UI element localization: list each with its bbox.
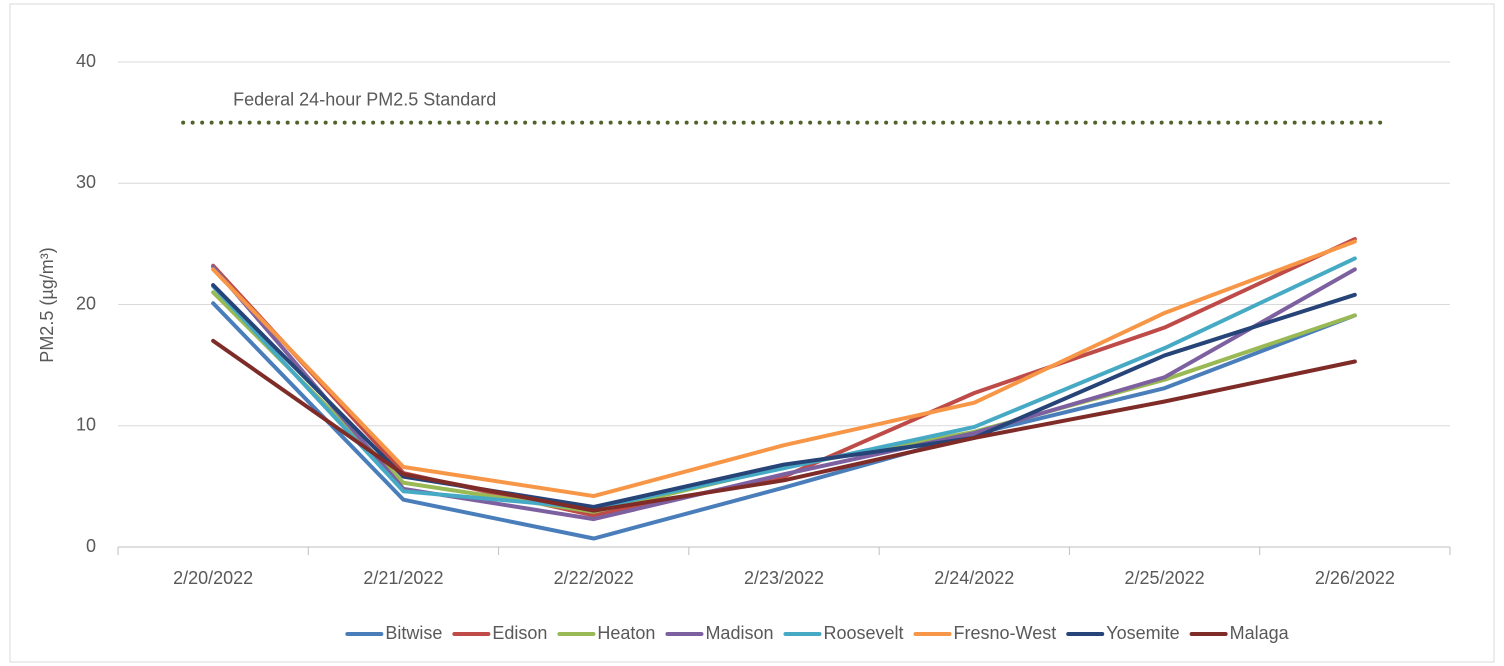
x-tick-label: 2/23/2022 (744, 568, 824, 588)
series-line (211, 256, 1357, 511)
x-tick-label: 2/22/2022 (554, 568, 634, 588)
series-line (211, 338, 1357, 513)
legend-label: Yosemite (1106, 623, 1179, 643)
y-tick-label: 40 (76, 51, 96, 71)
legend-label: Bitwise (385, 623, 442, 643)
legend-label: Roosevelt (823, 623, 903, 643)
y-tick-label: 10 (76, 415, 96, 435)
series-line (211, 301, 1357, 541)
legend-label: Heaton (597, 623, 655, 643)
legend-label: Malaga (1230, 623, 1290, 643)
x-tick-label: 2/20/2022 (173, 568, 253, 588)
y-tick-label: 20 (76, 293, 96, 313)
legend-label: Fresno-West (954, 623, 1057, 643)
reference-label: Federal 24-hour PM2.5 Standard (233, 89, 496, 109)
y-tick-label: 30 (76, 172, 96, 192)
y-tick-label: 0 (86, 536, 96, 556)
x-tick-label: 2/24/2022 (934, 568, 1014, 588)
legend-label: Edison (492, 623, 547, 643)
series-line (211, 239, 1357, 499)
x-tick-label: 2/26/2022 (1315, 568, 1395, 588)
x-tick-label: 2/21/2022 (363, 568, 443, 588)
x-tick-label: 2/25/2022 (1125, 568, 1205, 588)
series-line (211, 283, 1357, 509)
y-axis-label: PM2.5 (µg/m³) (37, 247, 57, 362)
legend-label: Madison (705, 623, 773, 643)
